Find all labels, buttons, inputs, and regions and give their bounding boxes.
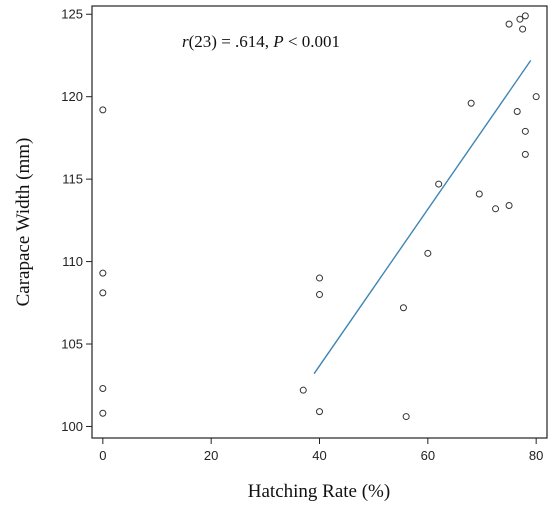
data-point	[521, 12, 529, 20]
x-tick-label: 40	[312, 448, 326, 463]
y-tick-label: 105	[61, 337, 83, 352]
x-tick-label: 80	[529, 448, 543, 463]
y-tick-label: 115	[62, 172, 83, 187]
y-tick-label: 100	[61, 419, 83, 434]
annotation-p: P	[272, 32, 283, 51]
data-point	[99, 269, 107, 277]
data-point	[492, 205, 500, 213]
data-point	[316, 408, 323, 416]
data-point	[435, 180, 443, 188]
y-axis-title: Carapace Width (mm)	[13, 138, 34, 307]
data-point	[505, 202, 513, 210]
data-point	[505, 20, 513, 28]
x-tick-label: 60	[421, 448, 435, 463]
data-point	[99, 385, 107, 393]
x-axis: 0 20 40 60 80	[99, 438, 543, 463]
trend-line	[313, 60, 532, 375]
data-point	[516, 15, 524, 23]
data-point	[316, 274, 323, 282]
data-points	[99, 12, 540, 421]
x-tick-label: 20	[204, 448, 218, 463]
plot-frame	[91, 5, 548, 439]
y-tick-label: 125	[61, 7, 83, 22]
data-point	[399, 304, 407, 312]
data-point	[99, 409, 107, 417]
data-point	[475, 190, 483, 198]
x-axis-title: Hatching Rate (%)	[248, 481, 390, 502]
annotation-p-value: < 0.001	[284, 32, 340, 51]
y-tick-label: 120	[61, 89, 83, 104]
y-tick-label: 110	[62, 254, 83, 269]
data-point	[299, 386, 307, 394]
annotation-r-value: (23) = .614,	[189, 32, 274, 51]
correlation-annotation: r(23) = .614, P < 0.001	[182, 32, 340, 51]
data-point	[519, 25, 527, 33]
data-point	[99, 106, 107, 114]
data-point	[316, 291, 323, 299]
data-point	[532, 93, 540, 101]
data-point	[99, 289, 107, 297]
annotation-r: r	[182, 32, 189, 51]
data-point	[424, 249, 432, 257]
data-point	[513, 108, 521, 116]
data-point	[402, 413, 410, 421]
data-point	[521, 150, 529, 158]
x-tick-label: 0	[99, 448, 106, 463]
data-point	[467, 99, 475, 107]
y-axis: 100 105 110 115 120 125	[61, 7, 92, 434]
data-point	[521, 127, 529, 135]
